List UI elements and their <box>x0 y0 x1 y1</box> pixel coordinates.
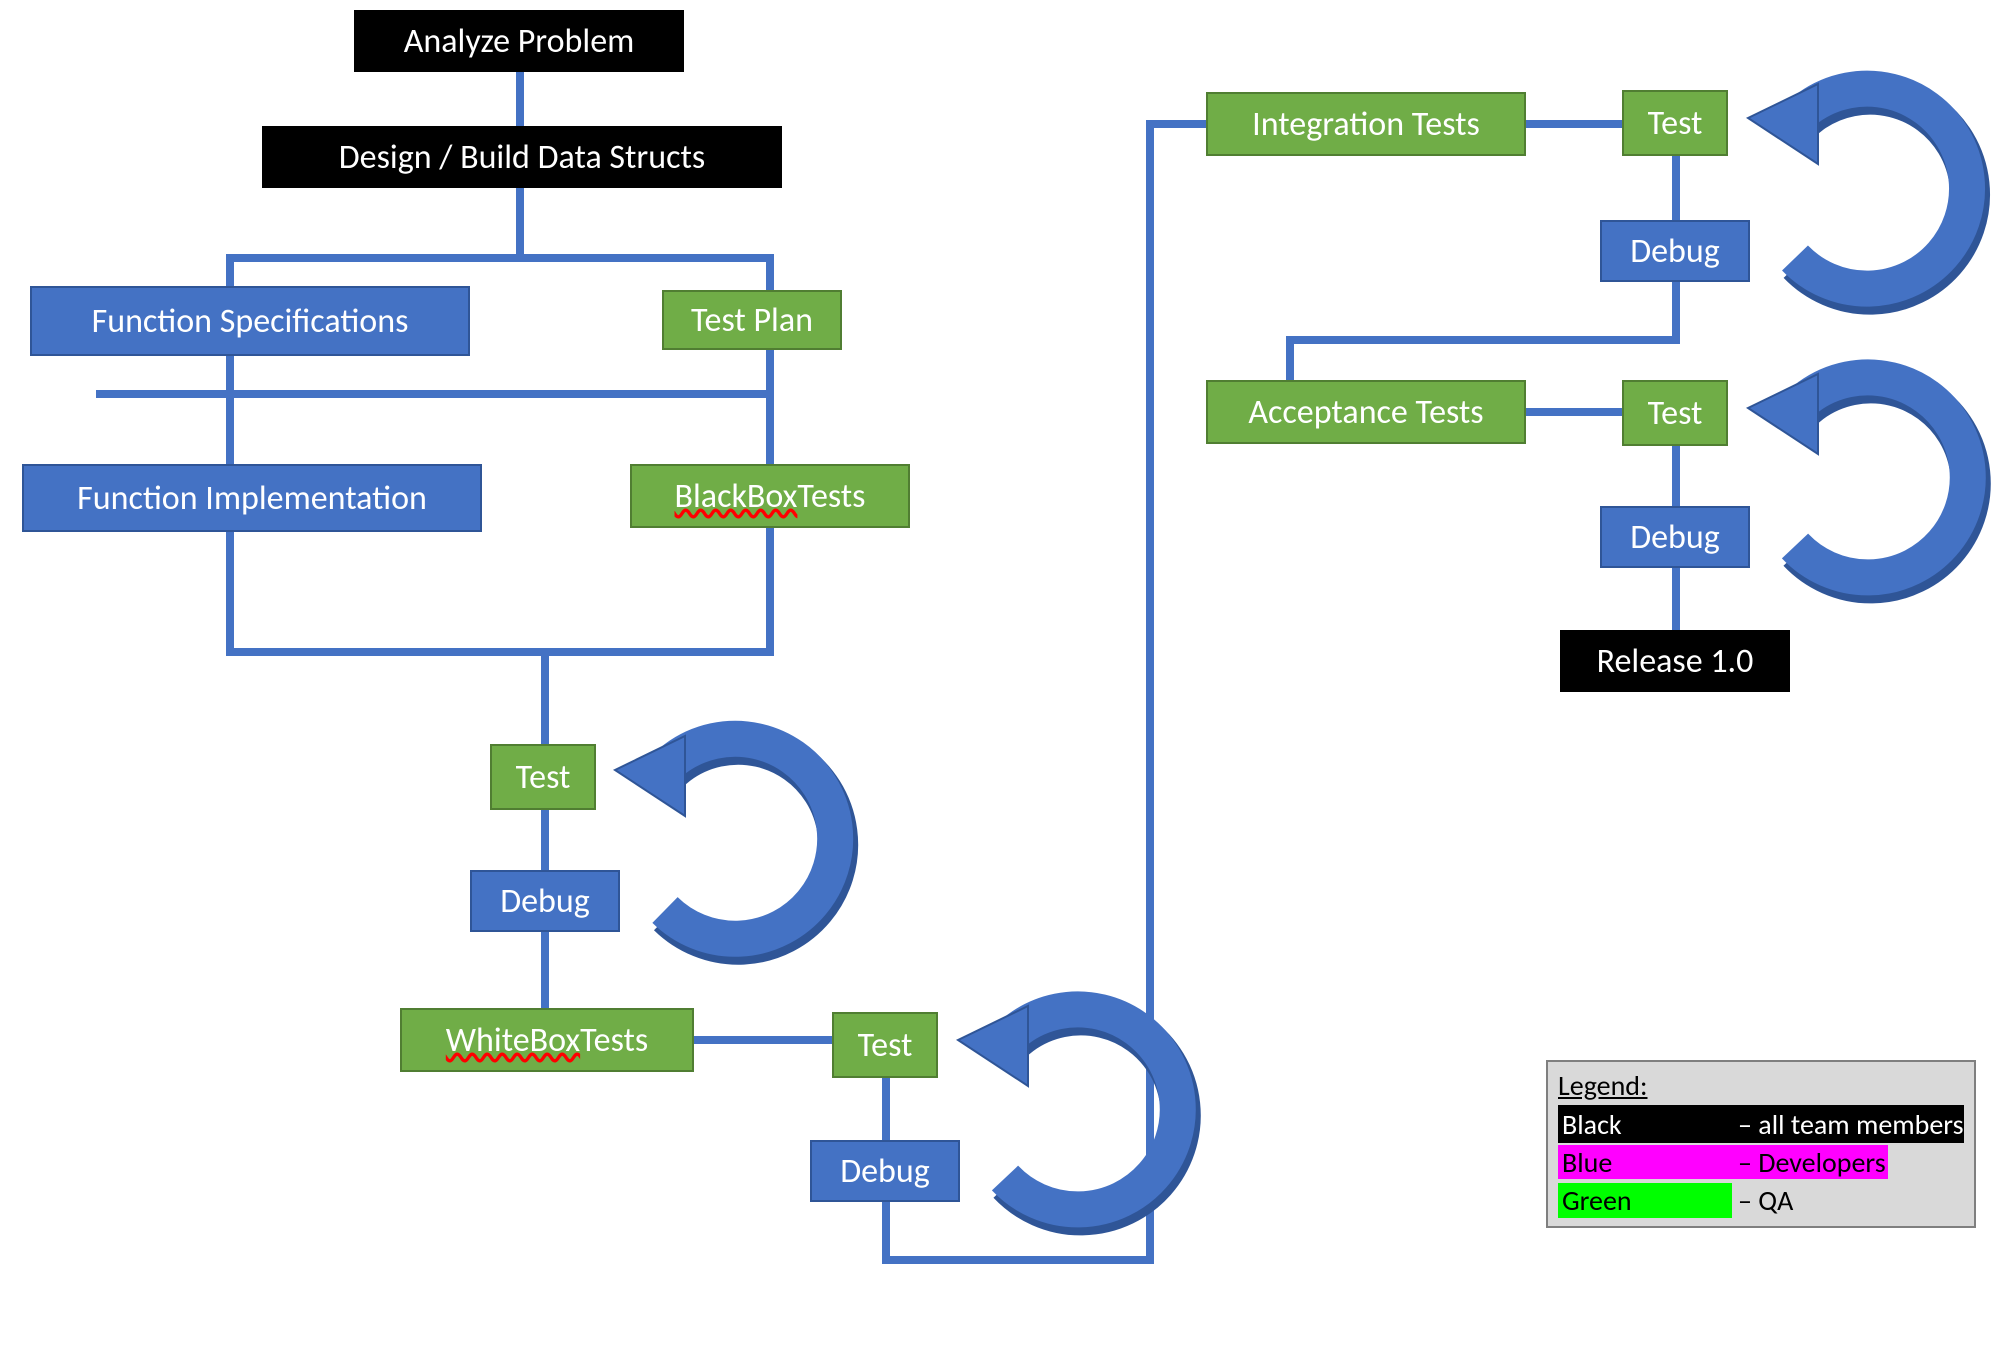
loop-arrow-head-2 <box>1748 84 1818 164</box>
node-testplan: Test Plan <box>662 290 842 350</box>
legend-row-1: Blue– Developers <box>1558 1143 1964 1181</box>
legend-color-label-0: Black <box>1558 1107 1732 1142</box>
legend-color-label-2: Green <box>1558 1183 1732 1218</box>
legend-title: Legend: <box>1558 1068 1964 1103</box>
node-design: Design / Build Data Structs <box>262 126 782 188</box>
node-test3: Test <box>1622 90 1728 156</box>
node-whitebox: WhiteBox Tests <box>400 1008 694 1072</box>
legend-row-0: Black– all team members <box>1558 1105 1964 1143</box>
loop-arrow-shadow-0 <box>652 745 838 945</box>
node-debug3: Debug <box>1600 220 1750 282</box>
node-release: Release 1.0 <box>1560 630 1790 692</box>
loop-arrow-body-1 <box>992 1009 1178 1209</box>
legend-row-2: Green– QA <box>1558 1181 1964 1219</box>
node-funcspec: Function Specifications <box>30 286 470 356</box>
loop-arrow-head-0 <box>615 736 685 816</box>
node-funcimpl: Function Implementation <box>22 464 482 532</box>
legend-desc-1: – Developers <box>1732 1145 1886 1180</box>
node-debug1: Debug <box>470 870 620 932</box>
node-test2: Test <box>832 1012 938 1078</box>
legend-desc-2: – QA <box>1732 1183 1793 1218</box>
node-test1: Test <box>490 744 596 810</box>
node-debug4: Debug <box>1600 506 1750 568</box>
node-test4: Test <box>1622 380 1728 446</box>
loop-arrow-shadow-2 <box>1785 95 1970 295</box>
loop-arrow-head-3 <box>1748 374 1818 454</box>
loop-arrow-shadow-3 <box>1785 383 1971 583</box>
legend-box: Legend:Black– all team membersBlue– Deve… <box>1546 1060 1976 1228</box>
node-debug2: Debug <box>810 1140 960 1202</box>
node-analyze: Analyze Problem <box>354 10 684 72</box>
loop-arrow-head-1 <box>958 1006 1028 1086</box>
loop-arrow-shadow-1 <box>995 1015 1181 1215</box>
loop-arrow-body-0 <box>649 739 835 939</box>
legend-color-label-1: Blue <box>1558 1145 1732 1180</box>
loop-arrow-body-2 <box>1782 89 1967 289</box>
legend-desc-0: – all team members <box>1732 1107 1964 1142</box>
node-acceptance: Acceptance Tests <box>1206 380 1526 444</box>
loop-arrow-body-3 <box>1782 377 1968 577</box>
node-integration: Integration Tests <box>1206 92 1526 156</box>
node-blackbox: BlackBox Tests <box>630 464 910 528</box>
